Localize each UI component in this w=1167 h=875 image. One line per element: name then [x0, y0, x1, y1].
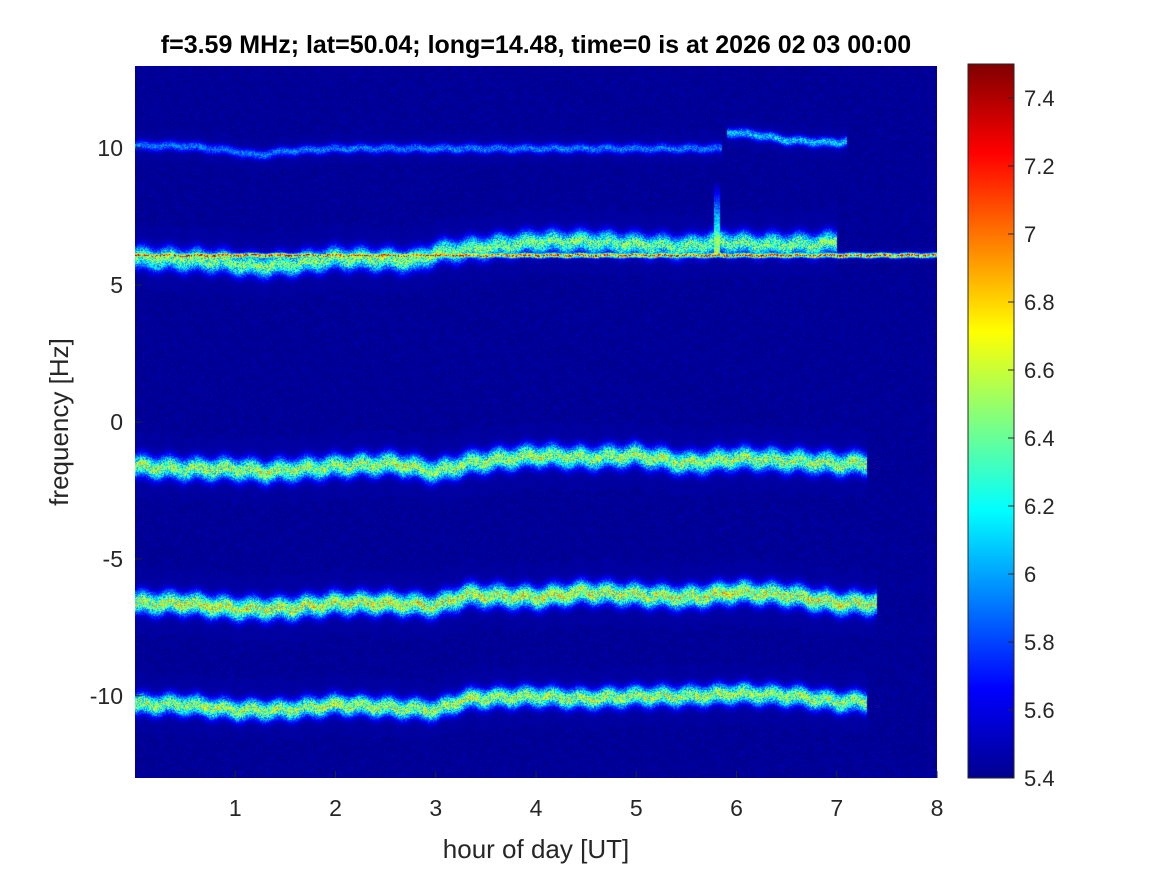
colorbar-tick-label: 6.6: [1024, 358, 1055, 383]
colorbar-tick-label: 7.4: [1024, 86, 1055, 111]
colorbar-tick-label: 5.6: [1024, 698, 1055, 723]
colorbar: 7.4 7.2 7 6.8 6.6 6.4 6.2 6 5.8 5.6 5.4: [967, 63, 1055, 791]
colorbar-tick-label: 5.4: [1024, 766, 1055, 791]
heatmap-image: [135, 66, 937, 778]
x-tick-label: 1: [229, 795, 242, 821]
x-tick-label: 3: [429, 795, 442, 821]
colorbar-gradient: [967, 63, 1015, 779]
colorbar-tick-label: 6: [1024, 562, 1036, 587]
x-axis: 1 2 3 4 5 6 7 8: [229, 771, 944, 821]
x-tick-label: 5: [630, 795, 643, 821]
y-tick-label: 10: [97, 135, 123, 161]
y-tick-label: 5: [110, 272, 123, 298]
colorbar-ticks: 7.4 7.2 7 6.8 6.6 6.4 6.2 6 5.8 5.6 5.4: [1008, 86, 1055, 791]
x-tick-label: 8: [931, 795, 944, 821]
y-axis-label: frequency [Hz]: [44, 338, 74, 506]
x-tick-label: 6: [730, 795, 743, 821]
x-axis-label: hour of day [UT]: [443, 834, 629, 864]
y-axis: 10 5 0 -5 -10: [90, 135, 142, 709]
colorbar-tick-label: 7: [1024, 222, 1036, 247]
y-tick-label: -10: [90, 683, 123, 709]
x-tick-label: 7: [830, 795, 843, 821]
colorbar-tick-label: 6.4: [1024, 426, 1055, 451]
x-tick-label: 2: [329, 795, 342, 821]
plot-area: [135, 66, 937, 778]
colorbar-tick-label: 6.8: [1024, 290, 1055, 315]
chart-title: f=3.59 MHz; lat=50.04; long=14.48, time=…: [161, 31, 911, 59]
colorbar-tick-label: 7.2: [1024, 154, 1055, 179]
y-tick-label: 0: [110, 409, 123, 435]
colorbar-tick-label: 5.8: [1024, 630, 1055, 655]
colorbar-tick-label: 6.2: [1024, 494, 1055, 519]
y-tick-label: -5: [103, 546, 123, 572]
x-tick-label: 4: [530, 795, 543, 821]
